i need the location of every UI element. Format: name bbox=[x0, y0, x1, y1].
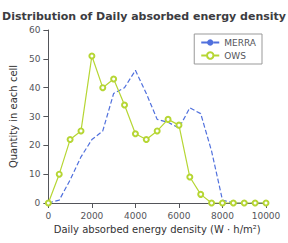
svg-text:60: 60 bbox=[29, 25, 41, 35]
svg-text:Quantity in each cell: Quantity in each cell bbox=[8, 65, 19, 168]
svg-text:Daily absorbed energy density: Daily absorbed energy density (W · h/m²) bbox=[54, 224, 261, 235]
svg-text:30: 30 bbox=[29, 112, 41, 122]
svg-text:20: 20 bbox=[29, 140, 41, 150]
svg-text:8000: 8000 bbox=[211, 211, 234, 221]
svg-text:10: 10 bbox=[29, 169, 41, 179]
svg-text:4000: 4000 bbox=[124, 211, 147, 221]
svg-text:40: 40 bbox=[29, 83, 41, 93]
svg-text:10000: 10000 bbox=[252, 211, 281, 221]
svg-text:OWS: OWS bbox=[224, 51, 246, 61]
svg-text:0: 0 bbox=[35, 198, 41, 208]
svg-text:2000: 2000 bbox=[80, 211, 103, 221]
svg-text:0: 0 bbox=[45, 211, 51, 221]
svg-text:Distribution of Daily absorbed: Distribution of Daily absorbed energy de… bbox=[2, 10, 286, 23]
svg-text:6000: 6000 bbox=[167, 211, 190, 221]
svg-text:MERRA: MERRA bbox=[224, 38, 257, 48]
svg-text:50: 50 bbox=[29, 54, 41, 64]
